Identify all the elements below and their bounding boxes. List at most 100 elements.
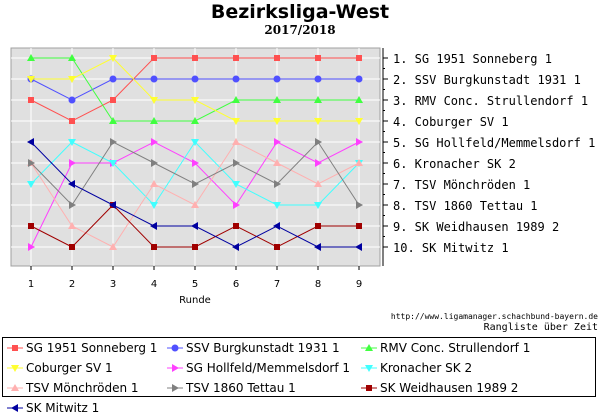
data-point [273, 75, 281, 83]
x-tick-label: 8 [315, 279, 321, 290]
legend-symbol [7, 365, 23, 372]
data-point [151, 55, 157, 61]
data-point [68, 76, 76, 83]
legend-label: SSV Burgkunstadt 1931 1 [186, 341, 340, 355]
data-point [109, 201, 116, 209]
legend-symbol [7, 404, 23, 412]
data-point [232, 243, 239, 251]
data-point [150, 117, 158, 124]
data-point [28, 223, 34, 229]
series [27, 138, 362, 251]
data-point [356, 201, 363, 209]
chart-subtitle: 2017/2018 [264, 23, 336, 37]
data-point [314, 202, 322, 209]
data-point [28, 243, 35, 251]
data-point [192, 180, 199, 188]
data-point [69, 118, 75, 124]
data-point [150, 180, 158, 187]
axes: 1 2 3 4 5 6 7 8 9 [28, 48, 388, 290]
rank-label: 10. SK Mitwitz 1 [393, 241, 509, 255]
x-tick-label: 9 [356, 279, 362, 290]
data-point [68, 139, 76, 146]
legend-marker [172, 384, 179, 392]
series [27, 139, 363, 209]
data-point [109, 243, 117, 250]
data-point [233, 201, 240, 209]
data-point [109, 75, 117, 83]
legend-item: Coburger SV 1 [7, 358, 113, 378]
legend-marker [11, 365, 19, 372]
x-tick-label: 2 [69, 279, 75, 290]
data-point [150, 97, 158, 104]
data-point [151, 138, 158, 146]
legend-label: RMV Conc. Strullendorf 1 [380, 341, 531, 355]
data-point [355, 96, 363, 103]
legend-marker [365, 365, 373, 372]
series-layer [27, 54, 363, 251]
data-point [314, 180, 322, 187]
data-point [232, 118, 240, 125]
data-point [68, 54, 76, 61]
data-point [191, 139, 199, 146]
data-point [274, 244, 280, 250]
x-tick-label: 7 [274, 279, 280, 290]
data-point [109, 117, 117, 124]
legend-label: TSV 1860 Tettau 1 [186, 381, 296, 395]
legend-symbol [167, 364, 183, 372]
data-point [69, 159, 76, 167]
data-point [232, 75, 240, 83]
data-point [274, 180, 281, 188]
data-point [355, 75, 363, 83]
legend-item: SK Mitwitz 1 [7, 398, 99, 418]
data-point [68, 222, 76, 229]
legend-marker [365, 344, 373, 351]
data-point [69, 201, 76, 209]
data-point [314, 118, 322, 125]
data-point [233, 223, 239, 229]
legend-label: Kronacher SK 2 [380, 361, 473, 375]
data-point [355, 118, 363, 125]
data-point [191, 201, 199, 208]
data-point [356, 223, 362, 229]
data-point [314, 243, 321, 251]
legend-marker [171, 344, 179, 352]
data-point [150, 75, 158, 83]
data-point [314, 96, 322, 103]
data-point [68, 96, 76, 104]
data-point [355, 159, 363, 166]
data-point [28, 159, 35, 167]
data-point [27, 76, 35, 83]
rank-label: 8. TSV 1860 Tettau 1 [393, 199, 538, 213]
data-point [315, 55, 321, 61]
legend-marker [11, 384, 19, 391]
rank-label: 6. Kronacher SK 2 [393, 157, 516, 171]
data-point [233, 55, 239, 61]
legend-label: TSV Mönchröden 1 [26, 381, 139, 395]
data-point [27, 138, 34, 146]
data-point [150, 222, 157, 230]
data-point [315, 138, 322, 146]
legend-item: RMV Conc. Strullendorf 1 [361, 338, 530, 358]
data-point [150, 202, 158, 209]
data-point [273, 96, 281, 103]
legend-label: SK Mitwitz 1 [26, 401, 100, 415]
x-tick-label: 3 [110, 279, 116, 290]
rank-label: 3. RMV Conc. Strullendorf 1 [393, 94, 588, 108]
rank-label: 4. Coburger SV 1 [393, 115, 509, 129]
legend-item: Kronacher SK 2 [361, 358, 472, 378]
data-point [110, 138, 117, 146]
data-point [192, 244, 198, 250]
data-point [27, 181, 35, 188]
rank-label: 7. TSV Mönchröden 1 [393, 178, 530, 192]
data-point [28, 97, 34, 103]
data-point [110, 97, 116, 103]
x-tick-label: 6 [233, 279, 239, 290]
data-point [191, 117, 199, 124]
source-url[interactable]: http://www.ligamanager.schachbund-bayern… [390, 312, 598, 321]
data-point [191, 222, 198, 230]
legend-label: SG Hollfeld/Memmelsdorf 1 [186, 361, 351, 375]
legend-item: SSV Burgkunstadt 1931 1 [167, 338, 340, 358]
legend-label: SK Weidhausen 1989 2 [380, 381, 519, 395]
legend-marker [12, 345, 18, 351]
legend-item: TSV 1860 Tettau 1 [167, 378, 296, 398]
